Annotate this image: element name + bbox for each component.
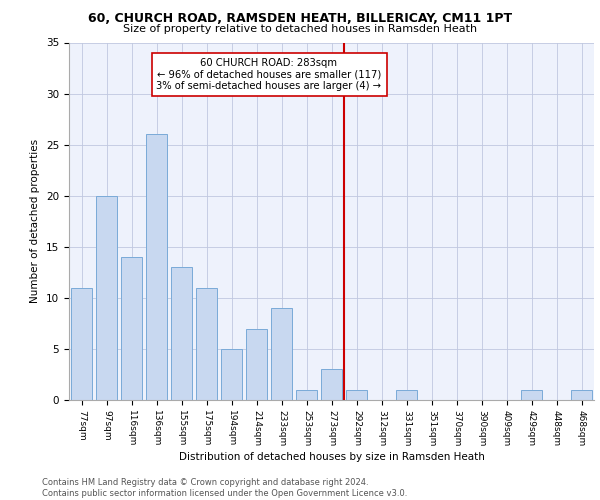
Text: 60, CHURCH ROAD, RAMSDEN HEATH, BILLERICAY, CM11 1PT: 60, CHURCH ROAD, RAMSDEN HEATH, BILLERIC… (88, 12, 512, 25)
Bar (346, 390, 367, 400)
Bar (521, 390, 542, 400)
Bar (396, 390, 417, 400)
Text: 60 CHURCH ROAD: 283sqm
← 96% of detached houses are smaller (117)
3% of semi-det: 60 CHURCH ROAD: 283sqm ← 96% of detached… (157, 58, 382, 91)
X-axis label: Distribution of detached houses by size in Ramsden Heath: Distribution of detached houses by size … (179, 452, 484, 462)
Bar (196, 288, 217, 400)
Bar (296, 390, 317, 400)
Bar (246, 328, 267, 400)
Bar (171, 267, 192, 400)
Bar (321, 370, 342, 400)
Text: Size of property relative to detached houses in Ramsden Heath: Size of property relative to detached ho… (123, 24, 477, 34)
Bar (71, 288, 92, 400)
Y-axis label: Number of detached properties: Number of detached properties (31, 139, 40, 304)
Bar (96, 196, 117, 400)
Bar (571, 390, 592, 400)
Bar (271, 308, 292, 400)
Bar (121, 257, 142, 400)
Bar (221, 349, 242, 400)
Bar (146, 134, 167, 400)
Text: Contains HM Land Registry data © Crown copyright and database right 2024.
Contai: Contains HM Land Registry data © Crown c… (42, 478, 407, 498)
